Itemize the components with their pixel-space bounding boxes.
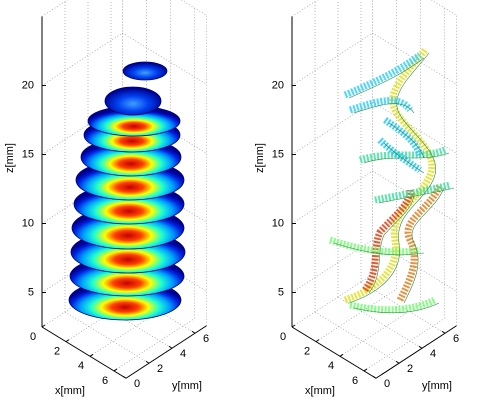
x-axis xyxy=(291,326,377,379)
x-tick xyxy=(339,353,344,357)
contour-outline xyxy=(403,187,445,304)
grid-line xyxy=(339,303,421,357)
grid-line xyxy=(315,288,397,342)
x-tick-label: 6 xyxy=(102,375,108,387)
y-axis xyxy=(375,325,457,379)
contour-outline xyxy=(363,152,455,204)
z-tick-label: 5 xyxy=(28,286,34,298)
grid-line xyxy=(291,32,373,86)
grid-line xyxy=(372,101,457,154)
z-axis-label: z[mm] xyxy=(254,143,266,173)
y-tick xyxy=(441,330,446,334)
grid-line xyxy=(122,239,207,292)
y-tick xyxy=(168,345,173,349)
x-tick-label: 6 xyxy=(352,375,358,387)
x-tick xyxy=(41,324,46,328)
y-tick-label: 0 xyxy=(384,378,390,390)
grid-line xyxy=(430,0,457,16)
volume-slice xyxy=(104,86,162,116)
x-axis xyxy=(41,326,127,379)
grid-line xyxy=(291,170,373,224)
contour-strand xyxy=(362,189,414,293)
contour-strand xyxy=(358,146,451,204)
grid-line xyxy=(291,101,373,155)
y-tick xyxy=(191,330,196,334)
y-tick-label: 2 xyxy=(157,363,163,375)
grid-line xyxy=(314,311,400,364)
grid-line xyxy=(291,274,373,328)
contour-outline xyxy=(368,192,415,294)
x-axis-label: x[mm] xyxy=(305,385,335,397)
volume-slice xyxy=(122,61,168,81)
grid-line xyxy=(122,101,207,154)
y-tick xyxy=(122,375,127,379)
contour-strand xyxy=(343,47,436,304)
contour-outline xyxy=(348,57,425,114)
x-axis-label: x[mm] xyxy=(55,385,85,397)
plot-panel: 5 10 15 20 0 2 4 6 0 2 4 6 x[mm] y[mm] z[mm] xyxy=(4,0,209,397)
z-tick-label: 20 xyxy=(272,79,284,91)
y-tick xyxy=(418,345,423,349)
grid-line xyxy=(363,318,445,372)
z-tick-label: 15 xyxy=(272,148,284,160)
z-tick-label: 10 xyxy=(272,217,284,229)
grid-line xyxy=(41,101,123,155)
y-tick-label: 6 xyxy=(203,333,209,345)
y-tick-label: 2 xyxy=(407,363,413,375)
y-tick xyxy=(145,360,150,364)
x-tick-label: 2 xyxy=(54,346,60,358)
grid-line xyxy=(110,281,196,334)
z-tick-label: 5 xyxy=(278,286,284,298)
z-tick-label: 20 xyxy=(22,79,34,91)
x-tick xyxy=(315,339,320,343)
y-axis-label: y[mm] xyxy=(422,380,452,392)
grid-line xyxy=(372,170,457,223)
x-tick xyxy=(65,339,70,343)
y-axis-label: y[mm] xyxy=(172,380,202,392)
grid-line xyxy=(87,296,173,349)
grid-line xyxy=(41,0,68,17)
plot-panel: 5 10 15 20 0 2 4 6 0 2 4 6 x[mm] y[mm] z[mm] xyxy=(254,0,459,397)
x-tick-label: 0 xyxy=(30,331,36,343)
y-tick-label: 4 xyxy=(430,348,436,360)
grid-line xyxy=(291,0,318,17)
grid-line xyxy=(122,32,207,85)
x-tick-label: 4 xyxy=(328,360,334,372)
grid-line xyxy=(291,239,373,293)
y-tick-label: 0 xyxy=(134,378,140,390)
grid-line xyxy=(113,318,195,372)
x-tick xyxy=(363,368,368,372)
z-axis-label: z[mm] xyxy=(4,143,16,173)
contour-strand xyxy=(396,183,444,302)
grid-line xyxy=(41,32,123,86)
x-tick xyxy=(113,368,118,372)
grid-line xyxy=(337,296,423,349)
contour-strand xyxy=(328,236,437,314)
y-tick-label: 4 xyxy=(180,348,186,360)
z-tick-label: 15 xyxy=(22,148,34,160)
grid-line xyxy=(360,281,446,334)
x-tick xyxy=(89,353,94,357)
x-tick xyxy=(291,324,296,328)
x-tick-label: 4 xyxy=(78,360,84,372)
y-axis xyxy=(125,325,207,379)
grid-line xyxy=(372,239,457,292)
grid-line xyxy=(372,32,457,85)
grid-line xyxy=(64,311,150,364)
contour-strand xyxy=(343,52,423,114)
contour-outline xyxy=(383,122,425,174)
grid-line xyxy=(180,0,207,16)
y-tick xyxy=(372,375,377,379)
grid-line xyxy=(122,170,207,223)
x-tick-label: 0 xyxy=(280,331,286,343)
z-tick-label: 10 xyxy=(22,217,34,229)
contour-outline xyxy=(333,242,440,314)
grid-line xyxy=(89,303,171,357)
contour-outline xyxy=(348,52,437,304)
y-tick-label: 6 xyxy=(453,333,459,345)
y-tick xyxy=(395,360,400,364)
x-tick-label: 2 xyxy=(304,346,310,358)
